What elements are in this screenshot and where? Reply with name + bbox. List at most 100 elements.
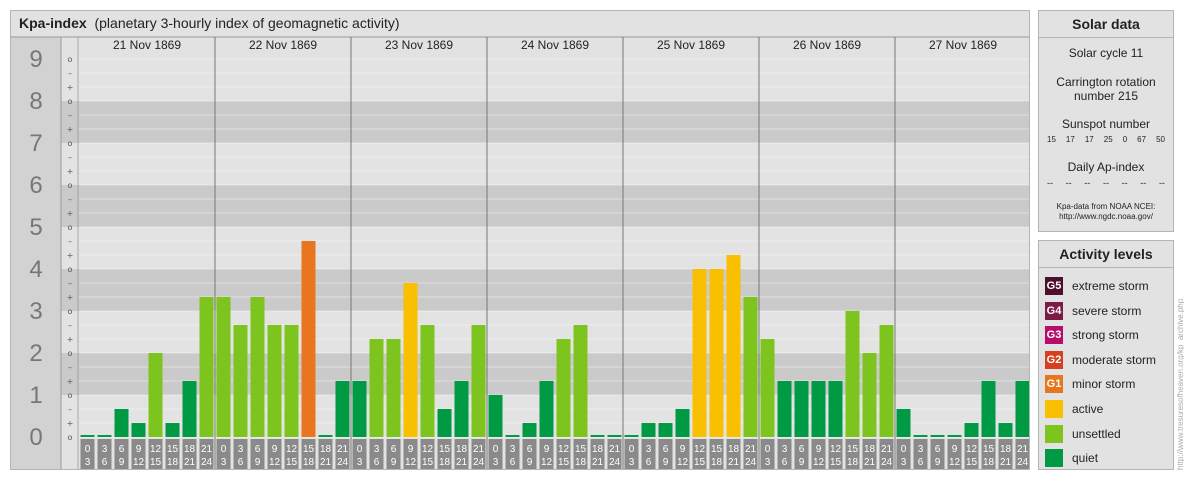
interval-end-label: 21 [320, 457, 332, 468]
y-minor-tick-label: – [68, 111, 72, 120]
interval-label-box [114, 439, 129, 469]
interval-label-box [658, 439, 673, 469]
interval-label-box [216, 439, 231, 469]
interval-start-label: 15 [439, 444, 451, 455]
kp-bar [284, 324, 299, 437]
y-minor-tick-label: o [68, 223, 73, 232]
interval-end-label: 24 [201, 457, 213, 468]
interval-label-box [692, 439, 707, 469]
day-label: 25 Nov 1869 [657, 38, 725, 52]
y-minor-tick-label: o [68, 97, 73, 106]
ap-value: -- [1140, 178, 1147, 188]
interval-end-label: 9 [527, 457, 533, 468]
kp-bar [709, 269, 724, 437]
interval-label-box [148, 439, 163, 469]
y-minor-tick-label: + [67, 335, 74, 344]
kp-level-band [61, 185, 1029, 227]
interval-start-label: 0 [765, 444, 771, 455]
ap-value: -- [1121, 178, 1128, 188]
activity-level-swatch: G4 [1045, 301, 1063, 320]
kp-bar [607, 435, 622, 437]
interval-start-label: 3 [238, 444, 244, 455]
activity-level-row: G1 minor storm [1045, 374, 1173, 394]
sunspot-value: 0 [1122, 135, 1128, 144]
interval-start-label: 6 [119, 444, 125, 455]
activity-level-row: active [1045, 399, 1173, 419]
interval-start-label: 18 [592, 444, 604, 455]
y-axis-column [11, 37, 61, 469]
kp-bar [641, 423, 656, 437]
interval-end-label: 12 [541, 457, 553, 468]
activity-level-label: quiet [1072, 451, 1099, 466]
interval-label-box [437, 439, 452, 469]
interval-start-label: 12 [286, 444, 298, 455]
interval-start-label: 9 [816, 444, 822, 455]
y-tick-label: 5 [29, 214, 42, 241]
y-minor-tick-label: – [68, 153, 72, 162]
interval-end-label: 6 [238, 457, 244, 468]
interval-end-label: 18 [575, 457, 587, 468]
activity-level-swatch [1045, 399, 1063, 418]
y-tick-label: 3 [29, 298, 42, 325]
y-minor-tick-label: – [68, 279, 72, 288]
y-minor-tick-label: o [68, 307, 73, 316]
interval-start-label: 21 [1017, 444, 1029, 455]
y-tick-label: 0 [29, 424, 42, 451]
interval-end-label: 18 [167, 457, 179, 468]
interval-label-box [335, 439, 350, 469]
kp-bar [369, 339, 384, 437]
interval-end-label: 21 [1000, 457, 1012, 468]
kp-bar [522, 423, 537, 437]
y-minor-tick-label: o [68, 139, 73, 148]
source-link[interactable]: http://www.ngdc.noaa.gov/ [1059, 212, 1153, 221]
interval-start-label: 3 [510, 444, 516, 455]
day-label: 22 Nov 1869 [249, 38, 317, 52]
interval-end-label: 15 [830, 457, 842, 468]
interval-label-box [828, 439, 843, 469]
activity-level-label: strong storm [1072, 328, 1139, 343]
interval-label-box [743, 439, 758, 469]
interval-label-box [97, 439, 112, 469]
interval-start-label: 9 [272, 444, 278, 455]
kp-bar [726, 255, 741, 437]
interval-label-box [624, 439, 639, 469]
y-tick-label: 8 [29, 88, 42, 115]
interval-label-box [301, 439, 316, 469]
y-minor-tick-label: o [68, 181, 73, 190]
sunspot-values: 15 17 17 25 0 67 50 [1039, 135, 1173, 144]
interval-label-box [1015, 439, 1029, 469]
y-minor-tick-label: o [68, 391, 73, 400]
kp-bar [352, 381, 367, 437]
interval-end-label: 24 [609, 457, 621, 468]
kp-bar [828, 381, 843, 437]
interval-label-box [556, 439, 571, 469]
interval-start-label: 3 [102, 444, 108, 455]
interval-start-label: 18 [1000, 444, 1012, 455]
activity-level-swatch [1045, 424, 1063, 443]
interval-label-box [777, 439, 792, 469]
interval-end-label: 15 [558, 457, 570, 468]
day-label: 27 Nov 1869 [929, 38, 997, 52]
interval-start-label: 9 [544, 444, 550, 455]
interval-label-box [267, 439, 282, 469]
interval-label-box [233, 439, 248, 469]
y-tick-label: 9 [29, 46, 42, 73]
interval-end-label: 3 [85, 457, 91, 468]
interval-label-box [454, 439, 469, 469]
sunspot-value: 67 [1137, 135, 1147, 144]
source-line-1: Kpa-data from NOAA NCEI: [1056, 202, 1156, 211]
y-minor-tick-label: + [67, 377, 74, 386]
interval-start-label: 18 [184, 444, 196, 455]
site-watermark: http://www.tresuresofheaven.org/kp_archi… [1176, 298, 1184, 470]
interval-start-label: 18 [864, 444, 876, 455]
kp-bar [216, 297, 231, 437]
kpa-source: Kpa-data from NOAA NCEI: http://www.ngdc… [1039, 202, 1173, 222]
interval-start-label: 0 [901, 444, 907, 455]
solar-data-heading: Solar data [1039, 11, 1173, 38]
interval-label-box [250, 439, 265, 469]
interval-end-label: 21 [456, 457, 468, 468]
interval-end-label: 3 [765, 457, 771, 468]
day-label: 24 Nov 1869 [521, 38, 589, 52]
kp-bar [743, 297, 758, 437]
day-label: 23 Nov 1869 [385, 38, 453, 52]
